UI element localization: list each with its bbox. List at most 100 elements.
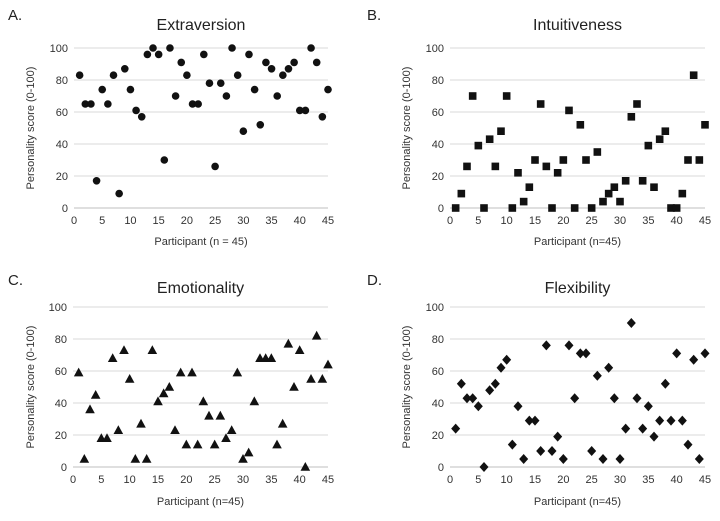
data-point <box>570 393 580 404</box>
data-point <box>126 85 135 94</box>
data-point <box>121 65 129 73</box>
data-point <box>689 71 698 79</box>
data-point <box>502 92 511 100</box>
panel-intuitiveness: B. Intuitiveness 0 20 40 60 80 100 0 5 10 15 20 25 30 3… <box>367 7 711 248</box>
data-point <box>480 204 488 212</box>
data-point <box>102 433 112 442</box>
data-point <box>154 50 163 59</box>
data-point <box>160 156 169 164</box>
data-point <box>593 148 602 156</box>
y-tick-label: 80 <box>55 334 67 346</box>
x-tick-label: 10 <box>501 215 513 227</box>
data-point <box>90 390 101 399</box>
data-point <box>592 370 602 381</box>
x-tick-label: 40 <box>294 215 306 227</box>
data-point <box>130 454 141 463</box>
y-tick-label: 100 <box>426 302 444 314</box>
data-point <box>243 447 254 457</box>
data-point <box>463 162 471 171</box>
data-point <box>490 378 500 389</box>
data-point <box>672 348 682 359</box>
data-point <box>92 177 101 185</box>
data-point <box>81 100 90 108</box>
data-point <box>115 189 123 198</box>
data-point <box>683 439 693 450</box>
data-point <box>530 415 540 426</box>
data-point <box>626 318 636 328</box>
y-tick-label: 0 <box>62 203 68 215</box>
data-point <box>104 100 112 108</box>
x-tick-label: 5 <box>99 215 105 227</box>
data-point <box>558 454 568 464</box>
x-tick-label: 25 <box>586 474 598 486</box>
data-point <box>307 44 315 52</box>
data-point <box>188 100 197 108</box>
y-tick-label: 60 <box>56 107 68 119</box>
panel-letter: B. <box>367 7 381 24</box>
panel-letter: C. <box>8 272 23 289</box>
y-tick-label: 100 <box>426 43 444 55</box>
chart-title: Intuitiveness <box>533 17 622 34</box>
data-point <box>672 204 681 212</box>
data-point <box>609 393 619 404</box>
data-point <box>323 359 333 369</box>
data-point <box>485 385 495 396</box>
data-point <box>312 58 321 67</box>
x-tick-label: 10 <box>124 474 136 486</box>
data-point <box>183 71 191 79</box>
data-point <box>132 106 140 115</box>
data-point <box>610 183 619 191</box>
data-point <box>632 393 642 404</box>
x-tick-label: 0 <box>447 215 453 227</box>
data-point <box>479 462 489 472</box>
data-point <box>547 446 557 456</box>
data-point <box>661 127 670 135</box>
data-point <box>695 156 704 164</box>
data-point <box>113 425 124 434</box>
x-tick-label: 45 <box>699 474 711 486</box>
data-point <box>700 348 710 359</box>
data-point <box>279 71 287 79</box>
data-point <box>194 100 202 108</box>
data-point <box>136 418 146 428</box>
x-tick-label: 20 <box>557 215 569 227</box>
data-point <box>473 401 483 412</box>
x-tick-label: 40 <box>671 215 683 227</box>
data-point <box>164 382 175 391</box>
x-tick-label: 30 <box>614 474 626 486</box>
data-point <box>638 177 647 185</box>
y-tick-label: 20 <box>56 171 68 183</box>
data-point <box>239 127 248 135</box>
x-tick-label: 25 <box>209 474 221 486</box>
x-axis-label: Participant (n = 45) <box>154 236 247 248</box>
y-tick-label: 20 <box>432 430 444 442</box>
data-point <box>87 100 95 108</box>
data-point <box>485 135 494 143</box>
data-point <box>226 425 237 434</box>
data-point <box>284 65 293 73</box>
y-axis-label: Personality score (0-100) <box>401 326 413 449</box>
data-point <box>644 141 653 150</box>
panel-flexibility: D. Flexibility 0 20 40 60 80 100 0 5 10 15 20 25 30 35 4… <box>367 272 711 508</box>
data-point <box>107 353 118 362</box>
data-point <box>684 156 692 164</box>
y-tick-label: 0 <box>438 462 444 474</box>
x-tick-label: 10 <box>124 215 136 227</box>
data-point <box>655 415 665 426</box>
y-tick-label: 80 <box>432 75 444 87</box>
x-tick-label: 15 <box>529 474 541 486</box>
x-tick-label: 5 <box>475 215 481 227</box>
data-point <box>536 446 546 456</box>
data-point <box>187 367 197 377</box>
data-point <box>627 113 636 121</box>
data-point <box>109 71 118 79</box>
data-point <box>667 204 675 212</box>
y-tick-label: 0 <box>61 462 67 474</box>
data-point <box>266 353 277 362</box>
y-axis-label: Personality score (0-100) <box>25 326 37 449</box>
x-tick-label: 30 <box>237 474 249 486</box>
data-point <box>536 100 545 108</box>
data-point <box>457 189 466 198</box>
panel-emotionality: C. Emotionality 0 20 40 60 80 100 0 5 10 15 20 25 30 35… <box>8 272 334 508</box>
data-point <box>531 156 539 164</box>
